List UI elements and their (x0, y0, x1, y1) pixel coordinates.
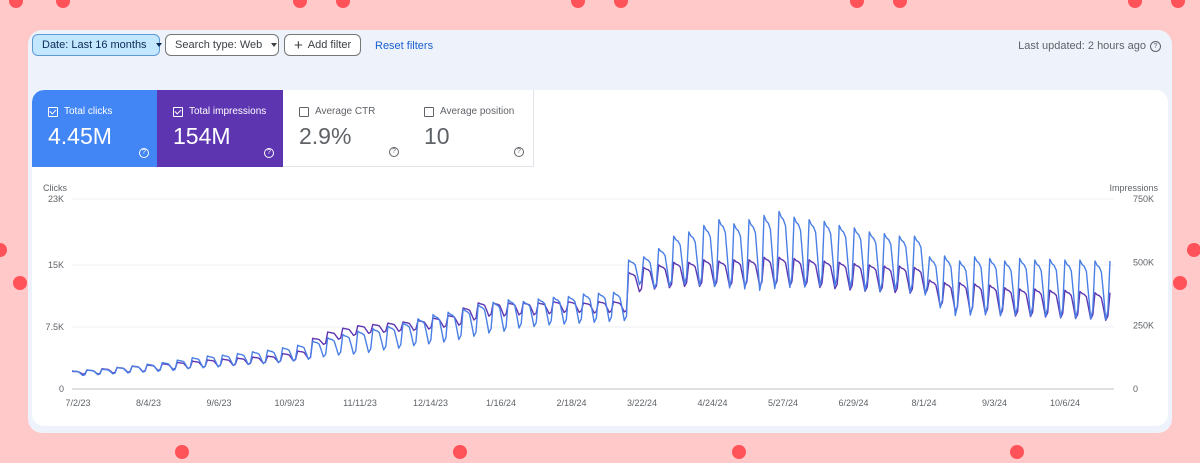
chevron-down-icon (271, 43, 278, 47)
decorative-dot (336, 0, 350, 8)
x-tick-label: 4/24/24 (697, 398, 727, 408)
y-tick-label-right: 500K (1133, 257, 1154, 267)
help-icon[interactable]: ? (264, 148, 274, 158)
y-tick-label-left: 0 (59, 384, 64, 394)
x-tick-label: 1/16/24 (486, 398, 516, 408)
search-type-chip[interactable]: Search type: Web (165, 34, 279, 56)
x-tick-label: 2/18/24 (556, 398, 586, 408)
x-tick-label: 9/6/23 (206, 398, 231, 408)
x-tick-label: 12/14/23 (413, 398, 448, 408)
decorative-dot (893, 0, 907, 8)
metric-value: 10 (424, 123, 450, 149)
checkbox-icon[interactable] (173, 106, 183, 117)
x-tick-label: 3/22/24 (627, 398, 657, 408)
metric-value: 2.9% (299, 123, 352, 149)
metric-label: Average position (440, 106, 515, 117)
clicks-series-line (71, 210, 1111, 377)
last-updated-text: Last updated: 2 hours ago (1018, 40, 1146, 52)
reset-filters-link[interactable]: Reset filters (375, 40, 434, 52)
x-tick-label: 7/2/23 (65, 398, 90, 408)
checkbox-icon[interactable] (299, 106, 309, 117)
metric-label: Average CTR (315, 106, 376, 117)
help-icon[interactable]: ? (139, 148, 149, 158)
decorative-dot (293, 0, 307, 8)
decorative-dot (56, 0, 70, 8)
metric-average-ctr[interactable]: Average CTR 2.9% ? (283, 90, 409, 167)
decorative-dot (1128, 0, 1142, 8)
metric-total-clicks[interactable]: Total clicks 4.45M ? (32, 90, 158, 167)
plus-icon: + (294, 36, 303, 54)
decorative-dot (1173, 276, 1187, 290)
date-filter-label: Date: Last 16 months (42, 39, 147, 51)
decorative-dot (175, 445, 189, 459)
decorative-dot (9, 0, 23, 8)
y-tick-label-left: 7.5K (45, 322, 64, 332)
metric-total-impressions[interactable]: Total impressions 154M ? (157, 90, 283, 167)
search-type-label: Search type: Web (175, 39, 263, 51)
decorative-dot (1010, 445, 1024, 459)
decorative-dot (453, 445, 467, 459)
search-console-panel: Date: Last 16 months Search type: Web + … (28, 30, 1172, 433)
x-tick-label: 11/11/23 (343, 398, 377, 408)
add-filter-label: Add filter (307, 39, 352, 51)
metric-label: Total impressions (189, 106, 267, 117)
decorative-dot (13, 276, 27, 290)
decorative-dot (850, 0, 864, 8)
metric-value: 154M (173, 123, 231, 149)
checkbox-icon[interactable] (48, 106, 58, 117)
x-tick-label: 10/9/23 (274, 398, 304, 408)
metric-label: Total clicks (64, 106, 113, 117)
y-tick-label-right: 0 (1133, 384, 1138, 394)
performance-chart: Clicks Impressions 0 7.5K 15K 23K 0 250K 500K 750… (43, 183, 1159, 408)
decorative-dot (1171, 0, 1185, 8)
x-tick-label: 6/29/24 (838, 398, 868, 408)
y-axis-title-left: Clicks (43, 183, 67, 193)
x-tick-label: 9/3/24 (982, 398, 1007, 408)
checkbox-icon[interactable] (424, 106, 434, 117)
y-axis-title-right: Impressions (1109, 183, 1158, 193)
add-filter-button[interactable]: + Add filter (284, 34, 361, 56)
x-tick-label: 10/6/24 (1050, 398, 1080, 408)
y-tick-label-right: 750K (1133, 194, 1154, 204)
y-tick-label-right: 250K (1133, 321, 1154, 331)
x-tick-label: 5/27/24 (768, 398, 798, 408)
date-filter-chip[interactable]: Date: Last 16 months (32, 34, 162, 56)
decorative-dot (614, 0, 628, 8)
y-tick-label-left: 23K (48, 194, 64, 204)
help-icon[interactable]: ? (1150, 40, 1161, 52)
filter-toolbar: Date: Last 16 months Search type: Web + … (28, 30, 1172, 62)
x-tick-label: 8/1/24 (911, 398, 936, 408)
decorative-dot (571, 0, 585, 8)
decorative-dot (0, 243, 7, 257)
decorative-dot (732, 445, 746, 459)
last-updated: Last updated: 2 hours ago ? (1018, 40, 1161, 52)
chevron-down-icon (155, 43, 162, 47)
metric-average-position[interactable]: Average position 10 ? (408, 90, 534, 167)
y-tick-label-left: 15K (48, 260, 64, 270)
performance-card: Total clicks 4.45M ? Total impressions 1… (32, 90, 1168, 426)
decorative-dot (1187, 243, 1200, 257)
help-icon[interactable]: ? (389, 147, 399, 157)
x-tick-label: 8/4/23 (136, 398, 161, 408)
metric-value: 4.45M (48, 123, 112, 149)
help-icon[interactable]: ? (514, 147, 524, 157)
